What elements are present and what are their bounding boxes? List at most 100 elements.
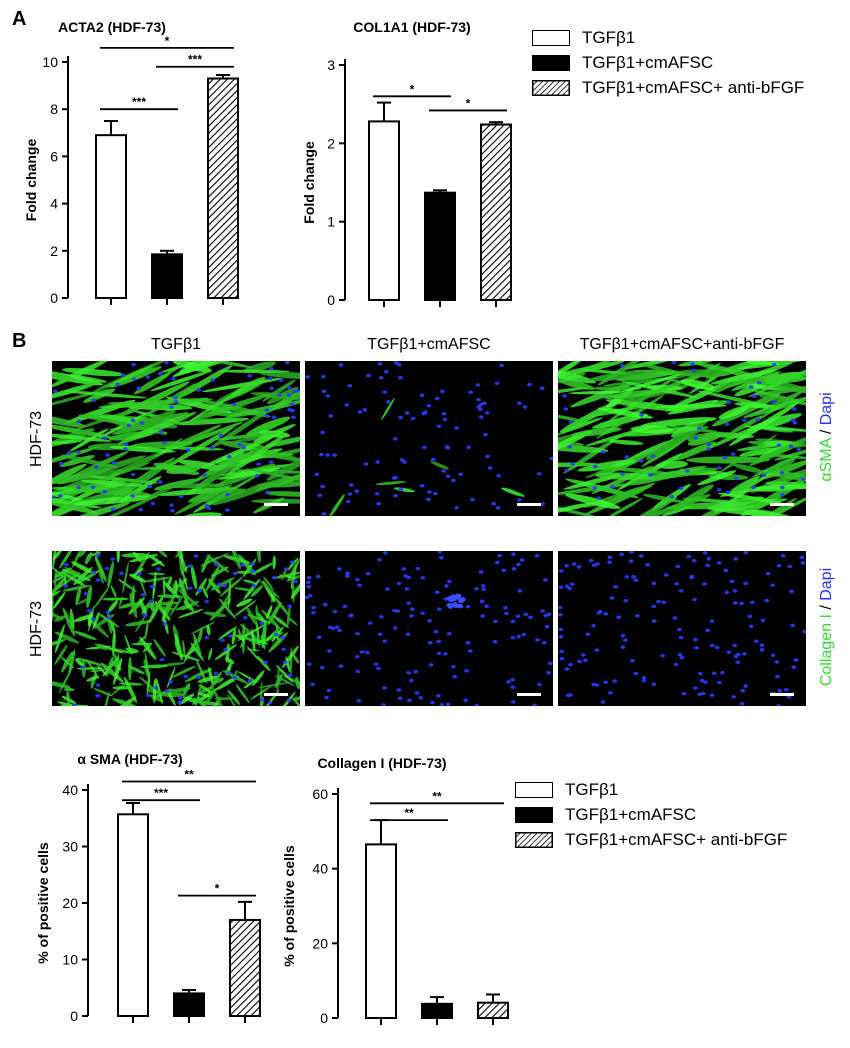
nucleus — [677, 627, 682, 632]
nucleus — [613, 585, 619, 589]
fiber — [246, 416, 291, 436]
fiber — [87, 617, 110, 638]
nucleus — [365, 571, 371, 576]
fiber — [265, 491, 300, 497]
nucleus — [477, 407, 483, 412]
nucleus — [436, 651, 442, 656]
fiber — [231, 628, 236, 645]
fiber — [135, 616, 146, 633]
fiber — [62, 607, 76, 637]
nucleus — [408, 614, 414, 618]
nucleus — [600, 450, 606, 454]
nucleus — [686, 554, 692, 559]
nucleus — [383, 551, 388, 555]
legend-item: TGFβ1 — [515, 780, 618, 800]
nucleus — [463, 698, 469, 703]
nucleus — [437, 551, 443, 554]
fiber — [743, 395, 806, 418]
nucleus — [91, 398, 97, 403]
fiber — [148, 572, 166, 576]
nucleus — [777, 688, 783, 693]
y-tick-label: 0 — [327, 292, 335, 308]
nucleus — [783, 687, 789, 692]
nucleus — [426, 497, 431, 502]
nucleus — [775, 674, 780, 679]
nucleus — [355, 631, 360, 636]
nucleus — [314, 472, 320, 477]
nucleus — [404, 587, 410, 591]
nucleus — [149, 584, 155, 589]
fiber — [153, 462, 200, 475]
nucleus — [410, 416, 416, 421]
fiber — [129, 573, 147, 583]
nucleus — [607, 555, 613, 560]
nucleus — [476, 397, 481, 402]
nucleus — [177, 700, 183, 705]
nucleus — [564, 468, 570, 473]
nucleus — [382, 686, 387, 690]
scale-bar — [517, 503, 541, 506]
fiber — [558, 502, 593, 514]
nucleus — [776, 443, 782, 447]
fiber — [76, 597, 91, 605]
nucleus — [164, 689, 170, 693]
nucleus — [771, 362, 777, 367]
nucleus — [76, 485, 81, 490]
nucleus — [679, 655, 685, 660]
nucleus — [382, 390, 388, 394]
fiber — [183, 638, 198, 663]
nucleus — [548, 661, 553, 666]
fiber — [208, 648, 213, 661]
nucleus — [157, 371, 163, 376]
fiber — [150, 371, 209, 392]
nucleus — [434, 396, 440, 401]
nucleus — [522, 405, 528, 409]
nucleus — [499, 363, 505, 368]
nucleus — [748, 385, 754, 389]
fiber — [97, 643, 124, 654]
nucleus — [173, 399, 179, 404]
fiber — [226, 433, 288, 476]
fiber — [129, 592, 138, 619]
nucleus — [169, 503, 174, 507]
bar — [368, 120, 400, 302]
nucleus — [663, 573, 669, 577]
nucleus — [138, 507, 144, 512]
fiber — [143, 642, 152, 653]
nucleus — [474, 703, 479, 706]
fiber — [231, 551, 241, 570]
nucleus — [379, 615, 384, 619]
nucleus — [564, 667, 570, 671]
nucleus — [64, 562, 69, 567]
fiber — [125, 620, 152, 627]
nucleus — [697, 692, 703, 697]
y-tick-label: 60 — [312, 786, 328, 802]
nucleus — [628, 559, 634, 563]
fiber — [52, 445, 102, 470]
nucleus — [321, 512, 327, 516]
nucleus — [622, 638, 628, 642]
fiber — [200, 436, 275, 469]
fiber — [218, 369, 290, 373]
fiber — [262, 442, 300, 458]
fiber — [655, 404, 727, 409]
nucleus — [105, 610, 111, 615]
nucleus — [750, 600, 755, 605]
fiber — [599, 466, 672, 475]
fiber — [107, 656, 114, 674]
nucleus — [731, 695, 737, 699]
significance-label: * — [466, 96, 471, 110]
fiber — [107, 560, 114, 589]
nucleus — [305, 375, 310, 379]
fiber — [237, 671, 257, 683]
nucleus — [145, 693, 151, 698]
fiber — [733, 463, 764, 474]
fiber — [52, 563, 67, 579]
fiber — [558, 368, 597, 384]
fiber — [71, 561, 93, 574]
nucleus — [289, 560, 295, 565]
nucleus — [328, 414, 334, 418]
nucleus — [130, 494, 136, 498]
nucleus — [430, 457, 436, 462]
nucleus — [755, 417, 761, 422]
